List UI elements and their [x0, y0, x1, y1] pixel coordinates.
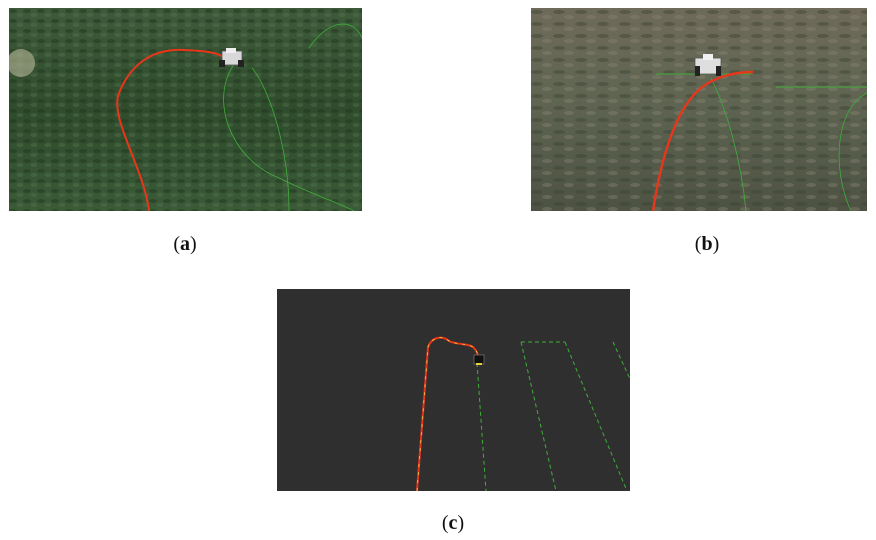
panel-a-image: [9, 8, 362, 211]
robot-icon: [694, 54, 722, 76]
planned-path: [564, 341, 628, 491]
planned-path: [476, 362, 487, 491]
light-patch: [9, 49, 35, 77]
traveled-path: [116, 48, 225, 211]
planned-path: [308, 23, 362, 49]
caption-c: (c): [441, 512, 465, 534]
panel-b-image: [531, 8, 867, 211]
planned-path: [710, 77, 747, 211]
robot-icon: [473, 354, 485, 365]
caption-b: (b): [694, 233, 720, 255]
caption-a: (a): [173, 233, 197, 255]
planned-path: [223, 62, 355, 211]
planned-path: [520, 341, 557, 491]
planned-path: [838, 92, 867, 211]
path-highlight: [416, 337, 479, 491]
dark-background: [277, 289, 630, 491]
planned-path: [251, 67, 290, 211]
panel-c-image: [277, 289, 630, 491]
robot-icon: [219, 48, 244, 67]
traveled-path: [651, 70, 754, 211]
